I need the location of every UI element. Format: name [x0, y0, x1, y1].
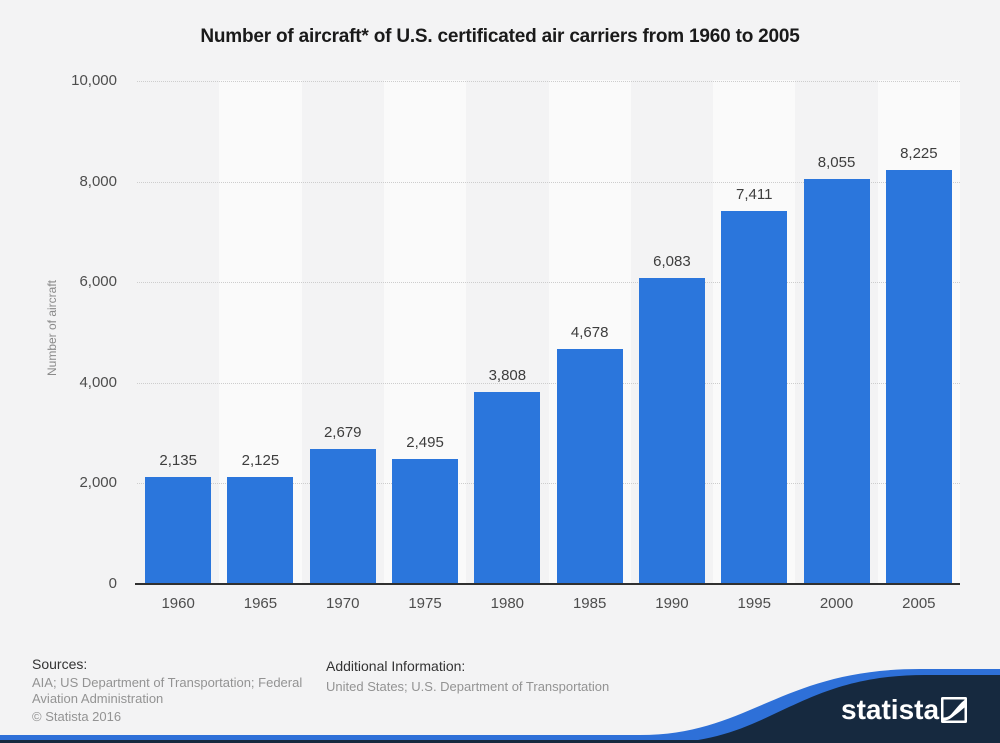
y-tick-label: 4,000 [79, 373, 117, 391]
x-tick-label: 1960 [161, 595, 195, 612]
bar-value-label: 3,808 [488, 367, 527, 385]
gridline [137, 282, 960, 284]
wave-navy-baseline [0, 740, 1000, 743]
bar-1990 [638, 278, 705, 584]
x-axis-line [135, 583, 960, 585]
wave-blue-swoosh [0, 669, 1000, 743]
statista-logo-icon [941, 697, 967, 723]
bar-1975 [392, 458, 459, 584]
additional-info-label: Additional Information: [326, 658, 466, 674]
bar-1985 [556, 348, 623, 584]
bar-1965 [227, 477, 294, 584]
y-axis-title: Number of aircraft [45, 279, 59, 377]
bar-value-label: 2,495 [406, 433, 444, 451]
bar-value-label: 7,411 [736, 186, 773, 204]
x-tick-label: 1995 [737, 595, 771, 612]
bar-value-label: 8,225 [900, 145, 938, 163]
gridline [137, 181, 960, 183]
x-tick-label: 2000 [819, 595, 854, 612]
bar-value-label: 4,678 [570, 323, 609, 341]
gridline [137, 382, 960, 384]
sources-line-1: AIA; US Department of Transportation; Fe… [32, 674, 303, 690]
additional-info-block: Additional Information: United States; U… [326, 658, 609, 694]
y-tick-label: 6,000 [79, 273, 117, 291]
bar-value-label: 8,055 [817, 153, 856, 171]
page-title: Number of aircraft* of U.S. certificated… [200, 26, 800, 47]
gridline [137, 483, 960, 485]
bar-value-label: 2,135 [159, 451, 197, 469]
bar-1970 [309, 449, 376, 584]
bar-1960 [145, 476, 212, 584]
x-tick-label: 1965 [243, 595, 278, 612]
bar-1995 [721, 211, 788, 584]
y-tick-label: 2,000 [79, 474, 117, 492]
copyright-text: © Statista 2016 [32, 708, 122, 724]
wave-navy-body [660, 675, 1000, 743]
x-tick-label: 1990 [655, 595, 689, 612]
sources-label: Sources: [32, 656, 88, 672]
additional-info-text: United States; U.S. Department of Transp… [326, 679, 610, 694]
y-tick-label: 8,000 [79, 172, 117, 190]
bar-value-label: 2,125 [241, 452, 280, 470]
x-tick-label: 1985 [572, 595, 607, 612]
y-tick-label: 10,000 [71, 72, 117, 89]
y-tick-label: 0 [108, 575, 117, 592]
sources-block: Sources: AIA; US Department of Transport… [32, 656, 302, 725]
bar-value-label: 2,679 [323, 424, 362, 442]
statista-logo: statista [841, 694, 940, 725]
bar-value-label: 6,083 [653, 253, 691, 271]
bar-1980 [474, 392, 541, 584]
statista-wave-graphic [0, 669, 1000, 743]
bar-2005 [885, 170, 952, 584]
x-tick-label: 2005 [902, 595, 936, 612]
sources-line-2: Aviation Administration [32, 691, 164, 706]
bar-2000 [803, 178, 870, 584]
x-tick-label: 1980 [490, 595, 525, 612]
x-tick-label: 1970 [326, 595, 360, 612]
gridline [137, 81, 960, 82]
x-tick-label: 1975 [408, 595, 442, 612]
